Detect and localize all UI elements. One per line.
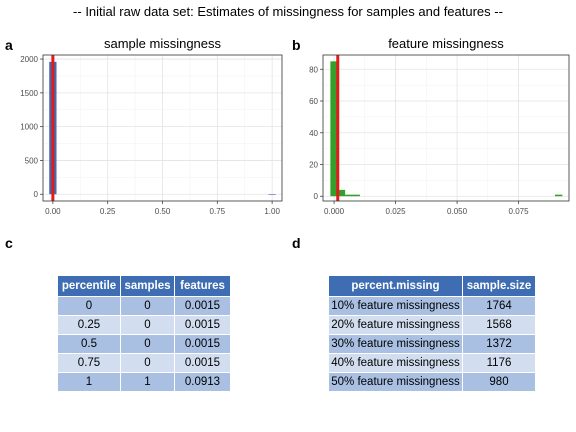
column-header: percentile — [57, 275, 121, 297]
feature-panel-border — [322, 54, 570, 202]
table-cell: 0.0015 — [174, 353, 231, 373]
table-cell: 0.0913 — [174, 372, 231, 392]
table-cell: 0.25 — [57, 315, 121, 335]
percentile-table: percentile samples features 0 0 0.0015 0… — [57, 275, 231, 392]
percentile-table-container: percentile samples features 0 0 0.0015 0… — [57, 275, 231, 392]
table-cell: 20% feature missingness — [328, 315, 463, 335]
sample-chart-title: sample missingness — [104, 36, 222, 51]
feature-plot-background — [323, 55, 569, 201]
table-row: 30% feature missingness 1372 — [328, 334, 536, 354]
table-cell: 0 — [120, 353, 175, 373]
table-cell: 1176 — [462, 353, 536, 373]
table-row: 10% feature missingness 1764 — [328, 296, 536, 316]
panel-letter-b: b — [292, 37, 301, 53]
sample-size-table-container: percent.missing sample.size 10% feature … — [328, 275, 536, 392]
feature-x-tick-label: 0.050 — [447, 207, 468, 216]
sample-size-table: percent.missing sample.size 10% feature … — [328, 275, 536, 392]
column-header: features — [174, 275, 231, 297]
feature-y-tick-label: 20 — [309, 161, 318, 170]
table-cell: 10% feature missingness — [328, 296, 463, 316]
table-cell: 1764 — [462, 296, 536, 316]
table-cell: 0.0015 — [174, 315, 231, 335]
feature-y-tick-label: 60 — [309, 97, 318, 106]
table-row: 0.25 0 0.0015 — [57, 315, 231, 335]
sample-y-tick-label: 1500 — [20, 89, 38, 98]
table-cell: 0.75 — [57, 353, 121, 373]
charts-canvas: 0.00 0.25 0.50 0.75 1.00 0 500 1000 1500 2000 samp… — [20, 36, 570, 216]
table-row: 20% feature missingness 1568 — [328, 315, 536, 335]
panel-letter-c: c — [5, 235, 13, 251]
table-row: 0 0 0.0015 — [57, 296, 231, 316]
table-cell: 0.5 — [57, 334, 121, 354]
feature-histogram-bar — [554, 194, 563, 197]
table-cell: 0 — [120, 315, 175, 335]
panel-letter-d: d — [292, 235, 301, 251]
table-cell: 0.0015 — [174, 334, 231, 354]
table-cell: 1372 — [462, 334, 536, 354]
sample-panel-border — [42, 54, 283, 202]
table-row: 0.75 0 0.0015 — [57, 353, 231, 373]
sample-y-tick-label: 500 — [25, 156, 39, 165]
sample-x-tick-label: 0.50 — [155, 207, 171, 216]
feature-x-tick-label: 0.075 — [509, 207, 530, 216]
table-cell: 40% feature missingness — [328, 353, 463, 373]
feature-histogram-bar — [345, 194, 353, 197]
table-header-row: percent.missing sample.size — [328, 275, 536, 297]
feature-histogram-bar — [330, 61, 338, 197]
table-cell: 980 — [462, 372, 536, 392]
table-cell: 0.0015 — [174, 296, 231, 316]
table-cell: 1 — [120, 372, 175, 392]
sample-y-tick-label: 2000 — [20, 55, 38, 64]
panel-letter-a: a — [5, 37, 13, 53]
column-header: sample.size — [462, 275, 536, 297]
column-header: samples — [120, 275, 175, 297]
table-row: 1 1 0.0913 — [57, 372, 231, 392]
feature-histogram-bar — [337, 189, 346, 197]
column-header: percent.missing — [328, 275, 463, 297]
feature-y-tick-label: 40 — [309, 129, 318, 138]
feature-y-tick-label: 80 — [309, 65, 318, 74]
feature-y-tick-label: 0 — [314, 192, 319, 201]
sample-x-tick-label: 0.25 — [100, 207, 116, 216]
table-cell: 1 — [57, 372, 121, 392]
table-row: 40% feature missingness 1176 — [328, 353, 536, 373]
feature-chart-title: feature missingness — [388, 36, 504, 51]
sample-y-tick-label: 1000 — [20, 123, 38, 132]
sample-y-tick-label: 0 — [34, 190, 39, 199]
table-cell: 0 — [120, 334, 175, 354]
table-cell: 0 — [120, 296, 175, 316]
table-cell: 50% feature missingness — [328, 372, 463, 392]
feature-x-tick-label: 0.025 — [386, 207, 407, 216]
page-title: -- Initial raw data set: Estimates of mi… — [73, 4, 503, 19]
table-header-row: percentile samples features — [57, 275, 231, 297]
table-cell: 0 — [57, 296, 121, 316]
sample-x-tick-label: 1.00 — [264, 207, 280, 216]
table-cell: 1568 — [462, 315, 536, 335]
table-row: 0.5 0 0.0015 — [57, 334, 231, 354]
sample-x-tick-label: 0.00 — [45, 207, 61, 216]
feature-x-tick-label: 0.000 — [324, 207, 345, 216]
sample-histogram-bar — [268, 194, 276, 195]
feature-histogram-bar — [352, 194, 360, 197]
sample-x-tick-label: 0.75 — [210, 207, 226, 216]
table-cell: 30% feature missingness — [328, 334, 463, 354]
table-row: 50% feature missingness 980 — [328, 372, 536, 392]
